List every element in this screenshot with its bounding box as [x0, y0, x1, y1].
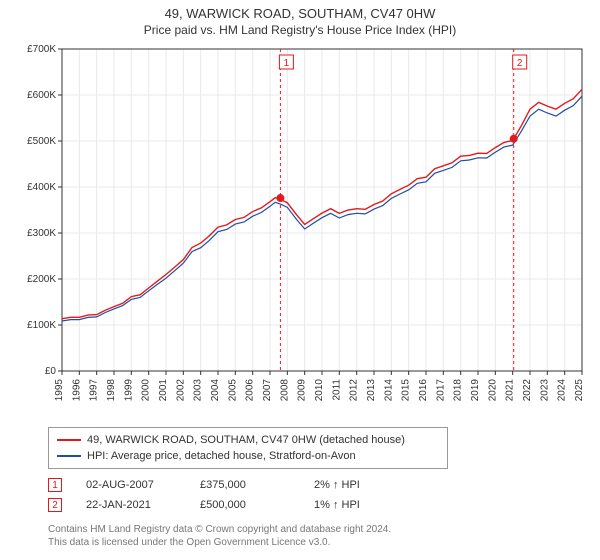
svg-text:2014: 2014 [383, 379, 394, 402]
legend-swatch [57, 455, 81, 457]
svg-text:2008: 2008 [279, 379, 290, 402]
svg-text:2013: 2013 [366, 379, 377, 402]
svg-text:1: 1 [284, 58, 290, 69]
svg-text:2: 2 [517, 58, 523, 69]
svg-text:2016: 2016 [418, 379, 429, 402]
svg-text:2025: 2025 [574, 379, 585, 402]
legend-label: HPI: Average price, detached house, Stra… [87, 450, 356, 462]
svg-text:2015: 2015 [401, 379, 412, 402]
svg-text:2019: 2019 [470, 379, 481, 402]
svg-text:1995: 1995 [54, 379, 65, 402]
svg-text:2009: 2009 [297, 379, 308, 402]
svg-text:2012: 2012 [349, 379, 360, 402]
marker-delta: 1% ↑ HPI [314, 499, 404, 511]
svg-text:2018: 2018 [453, 379, 464, 402]
svg-text:£300K: £300K [27, 228, 56, 239]
svg-text:1999: 1999 [123, 379, 134, 402]
legend-label: 49, WARWICK ROAD, SOUTHAM, CV47 0HW (det… [87, 434, 405, 446]
svg-text:2022: 2022 [522, 379, 533, 402]
page-subtitle: Price paid vs. HM Land Registry's House … [10, 23, 590, 37]
marker-badge: 1 [48, 478, 62, 492]
svg-text:2021: 2021 [505, 379, 516, 402]
svg-text:£400K: £400K [27, 182, 56, 193]
svg-text:£500K: £500K [27, 136, 56, 147]
svg-text:2003: 2003 [193, 379, 204, 402]
marker-price: £375,000 [200, 479, 290, 491]
svg-text:1996: 1996 [71, 379, 82, 402]
chart-svg: £0 £100K £200K £300K £400K £500K £600K £700K 199… [10, 41, 590, 421]
marker-date: 02-AUG-2007 [86, 479, 176, 491]
marker-delta: 2% ↑ HPI [314, 479, 404, 491]
svg-text:1998: 1998 [106, 379, 117, 402]
svg-text:2000: 2000 [141, 379, 152, 402]
svg-text:2024: 2024 [557, 379, 568, 402]
footer-line: This data is licensed under the Open Gov… [48, 536, 590, 549]
page-title: 49, WARWICK ROAD, SOUTHAM, CV47 0HW [10, 6, 590, 21]
svg-text:2011: 2011 [331, 379, 342, 401]
svg-text:2017: 2017 [435, 379, 446, 402]
marker-date: 22-JAN-2021 [86, 499, 176, 511]
legend-item: HPI: Average price, detached house, Stra… [57, 448, 439, 464]
marker-table: 1 02-AUG-2007 £375,000 2% ↑ HPI 2 22-JAN-2021… [48, 475, 590, 515]
svg-text:2004: 2004 [210, 379, 221, 402]
legend-item: 49, WARWICK ROAD, SOUTHAM, CV47 0HW (det… [57, 432, 439, 448]
svg-text:2005: 2005 [227, 379, 238, 402]
marker-row: 1 02-AUG-2007 £375,000 2% ↑ HPI [48, 475, 590, 495]
svg-text:2007: 2007 [262, 379, 273, 402]
svg-text:2001: 2001 [158, 379, 169, 402]
marker-row: 2 22-JAN-2021 £500,000 1% ↑ HPI [48, 495, 590, 515]
legend-swatch [57, 439, 81, 441]
svg-text:£600K: £600K [27, 90, 56, 101]
svg-text:£0: £0 [45, 366, 57, 377]
footer-line: Contains HM Land Registry data © Crown c… [48, 523, 590, 536]
svg-text:2006: 2006 [245, 379, 256, 402]
marker-price: £500,000 [200, 499, 290, 511]
svg-text:2002: 2002 [175, 379, 186, 402]
footer-attribution: Contains HM Land Registry data © Crown c… [48, 523, 590, 549]
line-chart: £0 £100K £200K £300K £400K £500K £600K £700K 199… [10, 41, 590, 421]
marker-badge: 2 [48, 498, 62, 512]
svg-text:2023: 2023 [539, 379, 550, 402]
svg-text:£100K: £100K [27, 320, 56, 331]
legend: 49, WARWICK ROAD, SOUTHAM, CV47 0HW (det… [48, 427, 448, 469]
svg-text:1997: 1997 [89, 379, 100, 402]
svg-text:£200K: £200K [27, 274, 56, 285]
svg-text:2020: 2020 [487, 379, 498, 402]
svg-text:2010: 2010 [314, 379, 325, 402]
svg-text:£700K: £700K [27, 44, 56, 55]
